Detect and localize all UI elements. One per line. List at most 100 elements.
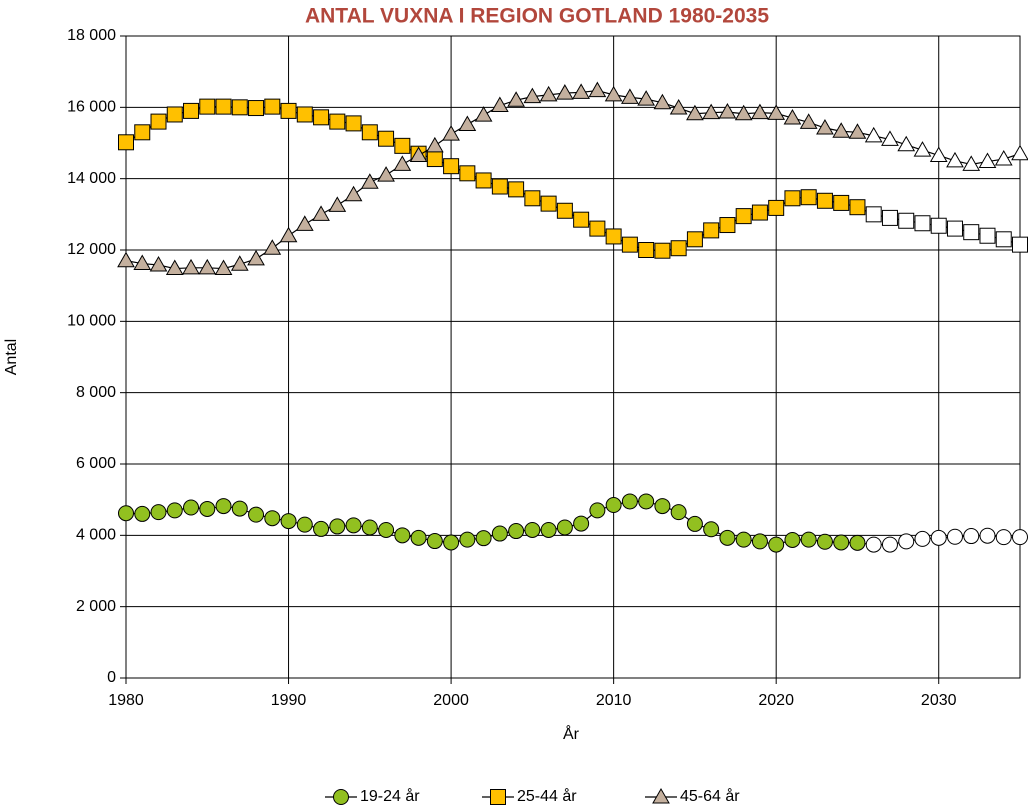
marker xyxy=(426,533,443,550)
marker xyxy=(865,536,882,553)
marker xyxy=(443,534,460,551)
marker xyxy=(215,498,232,515)
marker xyxy=(768,536,785,553)
marker xyxy=(394,137,411,154)
marker xyxy=(556,519,573,536)
marker xyxy=(149,255,168,272)
marker xyxy=(117,251,135,268)
marker xyxy=(864,126,883,143)
marker xyxy=(929,146,948,162)
plot-frame xyxy=(125,35,1021,679)
x-tick-label: 1990 xyxy=(271,692,307,709)
marker xyxy=(881,209,898,226)
marker xyxy=(345,517,362,534)
marker xyxy=(913,141,932,157)
marker xyxy=(978,152,997,169)
marker xyxy=(702,103,721,120)
marker xyxy=(621,493,638,510)
y-tick-label: 0 xyxy=(107,669,116,686)
marker xyxy=(524,521,541,538)
marker xyxy=(344,185,363,202)
marker xyxy=(686,231,703,248)
x-tick-label: 1980 xyxy=(108,692,144,709)
chart-title: ANTAL VUXNA I REGION GOTLAND 1980-2035 xyxy=(305,5,769,28)
marker xyxy=(865,206,882,223)
marker xyxy=(686,515,703,532)
marker xyxy=(946,151,964,168)
marker xyxy=(378,130,395,147)
marker xyxy=(881,536,898,553)
marker xyxy=(459,165,476,182)
legend-label: 25-44 år xyxy=(517,787,577,805)
marker xyxy=(588,81,607,98)
marker xyxy=(848,123,867,139)
marker xyxy=(264,98,281,115)
marker xyxy=(718,102,737,119)
marker xyxy=(767,104,786,120)
marker xyxy=(637,90,656,106)
marker xyxy=(523,87,542,104)
marker xyxy=(361,519,378,536)
marker xyxy=(539,85,558,102)
marker xyxy=(361,124,378,141)
marker xyxy=(751,533,768,550)
marker xyxy=(166,502,183,519)
y-axis-label: Antal xyxy=(3,339,20,375)
marker xyxy=(589,220,606,237)
marker xyxy=(930,529,947,546)
marker xyxy=(507,91,525,107)
marker xyxy=(784,531,801,548)
marker xyxy=(832,122,851,138)
marker xyxy=(313,109,330,126)
y-tick-label: 8 000 xyxy=(76,384,116,401)
marker xyxy=(800,531,817,548)
marker xyxy=(263,239,282,255)
marker xyxy=(979,527,996,544)
marker xyxy=(508,181,525,198)
marker xyxy=(670,504,687,521)
marker xyxy=(833,534,850,551)
marker xyxy=(783,109,802,125)
marker xyxy=(280,102,297,119)
marker xyxy=(768,199,785,216)
series-line xyxy=(125,89,1021,270)
marker xyxy=(491,178,508,195)
marker xyxy=(134,505,151,522)
legend-item: 25-44 år xyxy=(482,787,577,805)
marker xyxy=(296,516,313,533)
marker xyxy=(573,515,590,532)
marker xyxy=(150,113,167,130)
marker xyxy=(946,528,963,545)
marker xyxy=(556,84,574,100)
marker xyxy=(995,231,1012,248)
marker xyxy=(686,104,704,121)
marker xyxy=(816,192,833,209)
marker xyxy=(491,525,508,542)
marker xyxy=(638,242,655,258)
marker xyxy=(474,106,493,122)
marker xyxy=(490,789,506,805)
marker xyxy=(199,98,216,115)
marker xyxy=(378,521,395,538)
marker xyxy=(930,217,947,234)
marker xyxy=(638,493,655,510)
y-tick-label: 6 000 xyxy=(76,455,116,472)
legend-item: 45-64 år xyxy=(645,787,740,805)
marker xyxy=(459,531,476,548)
marker xyxy=(621,236,638,253)
marker xyxy=(248,506,265,523)
marker xyxy=(231,99,248,116)
x-axis-label: År xyxy=(563,724,580,743)
marker xyxy=(442,125,460,141)
marker xyxy=(898,533,915,550)
legend-label: 19-24 år xyxy=(360,787,420,805)
marker xyxy=(183,499,200,516)
marker xyxy=(621,88,639,104)
marker xyxy=(962,155,981,171)
marker xyxy=(719,529,736,546)
marker xyxy=(800,189,817,206)
marker xyxy=(377,166,395,182)
marker xyxy=(653,93,672,110)
marker xyxy=(735,531,752,548)
marker xyxy=(329,518,346,535)
